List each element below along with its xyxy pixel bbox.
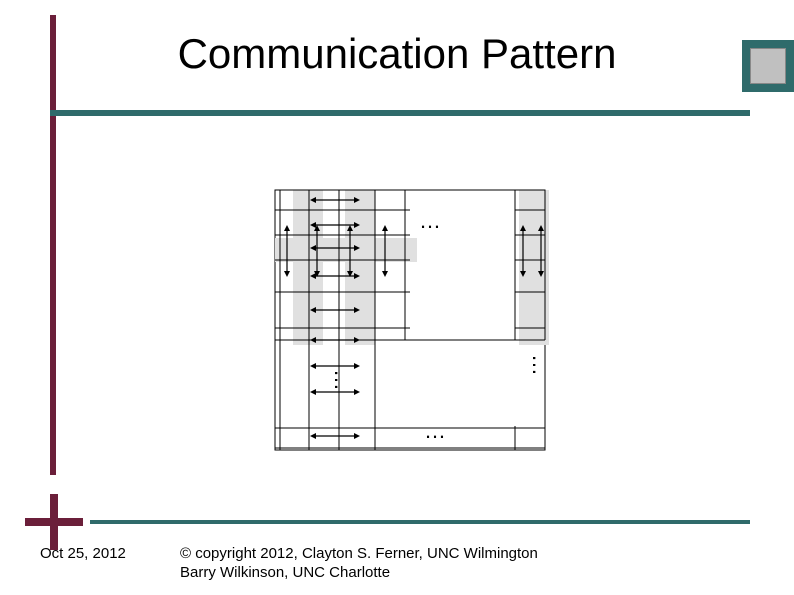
svg-text:…: … — [419, 208, 441, 233]
copyright-line2: Barry Wilkinson, UNC Charlotte — [180, 564, 390, 581]
corner-decor-gray — [750, 48, 786, 84]
footer-cross-horizontal — [25, 518, 83, 526]
svg-text:…: … — [528, 354, 553, 376]
copyright-line1: © copyright 2012, Clayton S. Ferner, UNC… — [180, 545, 538, 562]
footer-date: Oct 25, 2012 — [40, 545, 126, 562]
left-accent-bar — [50, 15, 56, 475]
svg-text:…: … — [330, 369, 355, 391]
communication-diagram: … … … … — [265, 180, 555, 460]
slide-title: Communication Pattern — [0, 30, 794, 78]
footer-copyright: © copyright 2012, Clayton S. Ferner, UNC… — [180, 545, 538, 583]
footer-rule — [90, 520, 750, 524]
title-underline — [50, 110, 750, 116]
svg-text:…: … — [424, 418, 446, 443]
